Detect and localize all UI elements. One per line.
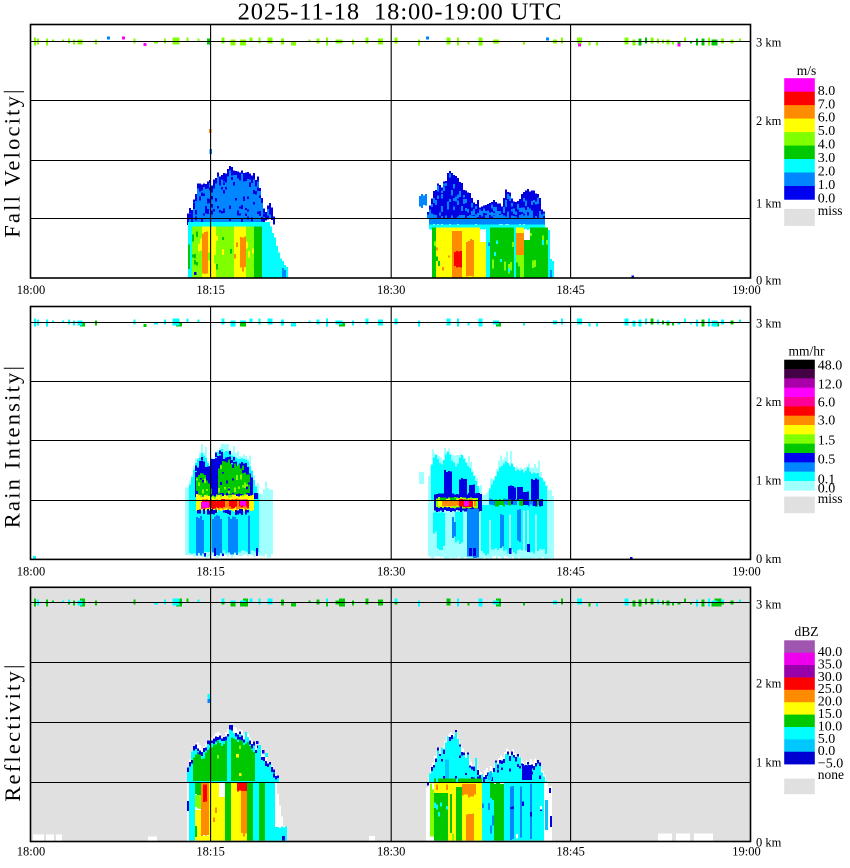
svg-text:2025-11-18 18:00-19:00 UTC: 2025-11-18 18:00-19:00 UTC [238, 0, 563, 26]
svg-text:20.0: 20.0 [818, 695, 843, 710]
svg-text:6.0: 6.0 [818, 396, 836, 411]
svg-text:0.1: 0.1 [818, 473, 836, 488]
svg-text:18:00: 18:00 [17, 283, 45, 297]
svg-text:18:30: 18:30 [377, 283, 405, 297]
svg-text:2 km: 2 km [756, 677, 782, 691]
svg-text:19:00: 19:00 [732, 565, 760, 579]
svg-text:5.0: 5.0 [818, 124, 836, 139]
svg-text:m/s: m/s [797, 63, 817, 78]
svg-text:dBZ: dBZ [794, 624, 818, 639]
svg-text:25.0: 25.0 [818, 682, 843, 697]
svg-text:4.0: 4.0 [818, 138, 836, 153]
svg-text:18:30: 18:30 [377, 565, 405, 579]
svg-text:1 km: 1 km [756, 197, 782, 211]
svg-text:0.0: 0.0 [818, 482, 836, 497]
svg-text:3.0: 3.0 [818, 151, 836, 166]
svg-text:mm/hr: mm/hr [789, 344, 826, 359]
svg-text:3.0: 3.0 [818, 414, 836, 429]
svg-text:0 km: 0 km [756, 552, 782, 566]
svg-text:1 km: 1 km [756, 474, 782, 488]
svg-text:35.0: 35.0 [818, 657, 843, 672]
svg-text:18:00: 18:00 [17, 565, 45, 579]
svg-text:miss: miss [818, 203, 843, 218]
svg-text:0.5: 0.5 [818, 453, 836, 468]
svg-text:48.0: 48.0 [818, 359, 843, 374]
svg-text:3 km: 3 km [756, 36, 782, 50]
svg-text:18:45: 18:45 [556, 565, 584, 579]
svg-text:2.0: 2.0 [818, 165, 836, 180]
svg-text:18:00: 18:00 [17, 845, 45, 859]
svg-text:2 km: 2 km [756, 114, 782, 128]
svg-text:1.0: 1.0 [818, 178, 836, 193]
svg-text:−5.0: −5.0 [818, 757, 843, 772]
svg-text:18:30: 18:30 [377, 845, 405, 859]
svg-text:3 km: 3 km [756, 317, 782, 331]
svg-text:0 km: 0 km [756, 274, 782, 288]
svg-text:18:15: 18:15 [196, 565, 224, 579]
svg-text:miss: miss [818, 491, 843, 506]
svg-text:none: none [818, 767, 844, 782]
svg-text:8.0: 8.0 [818, 84, 836, 99]
svg-text:10.0: 10.0 [818, 719, 843, 734]
svg-text:30.0: 30.0 [818, 670, 843, 685]
svg-text:Rain Intensity|: Rain Intensity| [0, 364, 25, 528]
svg-text:19:00: 19:00 [732, 283, 760, 297]
svg-text:19:00: 19:00 [732, 845, 760, 859]
svg-text:6.0: 6.0 [818, 111, 836, 126]
svg-text:18:45: 18:45 [556, 845, 584, 859]
svg-text:7.0: 7.0 [818, 97, 836, 112]
svg-text:Reflectivity|: Reflectivity| [0, 662, 25, 801]
svg-text:0.0: 0.0 [818, 192, 836, 207]
svg-text:40.0: 40.0 [818, 645, 843, 660]
svg-text:1.5: 1.5 [818, 434, 836, 449]
svg-text:15.0: 15.0 [818, 707, 843, 722]
svg-text:3 km: 3 km [756, 598, 782, 612]
svg-text:5.0: 5.0 [818, 732, 836, 747]
svg-text:0 km: 0 km [756, 836, 782, 850]
svg-text:2 km: 2 km [756, 395, 782, 409]
svg-text:0.0: 0.0 [818, 744, 836, 759]
svg-text:18:15: 18:15 [196, 283, 224, 297]
svg-text:Fall Velocity|: Fall Velocity| [0, 87, 25, 238]
svg-text:18:45: 18:45 [556, 283, 584, 297]
svg-text:12.0: 12.0 [818, 378, 843, 393]
svg-text:18:15: 18:15 [196, 845, 224, 859]
svg-text:1 km: 1 km [756, 756, 782, 770]
